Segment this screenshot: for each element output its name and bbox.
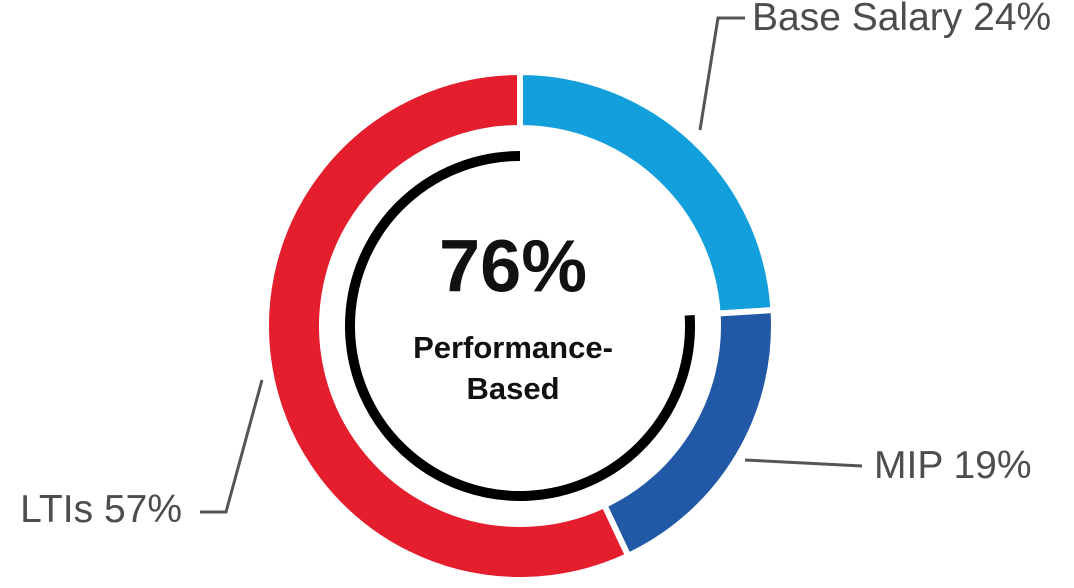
value-label: 57% — [104, 488, 182, 531]
segment-label: MIP 19% — [874, 444, 1032, 487]
leader-line — [744, 458, 863, 468]
segment-label: LTIs 57% — [20, 488, 182, 531]
category-name: MIP — [874, 444, 943, 487]
value-label: 19% — [953, 444, 1031, 487]
leader-line — [200, 379, 264, 514]
donut-segment — [263, 68, 633, 583]
segment-label: Base Salary 24% — [752, 0, 1051, 39]
performance-arc — [345, 151, 695, 501]
center-text: Performance- — [413, 330, 613, 365]
value-label: 24% — [973, 0, 1051, 39]
category-name: LTIs — [20, 488, 93, 531]
center-text: Based — [466, 371, 559, 406]
category-name: Base Salary — [752, 0, 963, 39]
center-value: 76% — [439, 225, 587, 308]
leader-line — [698, 16, 745, 131]
